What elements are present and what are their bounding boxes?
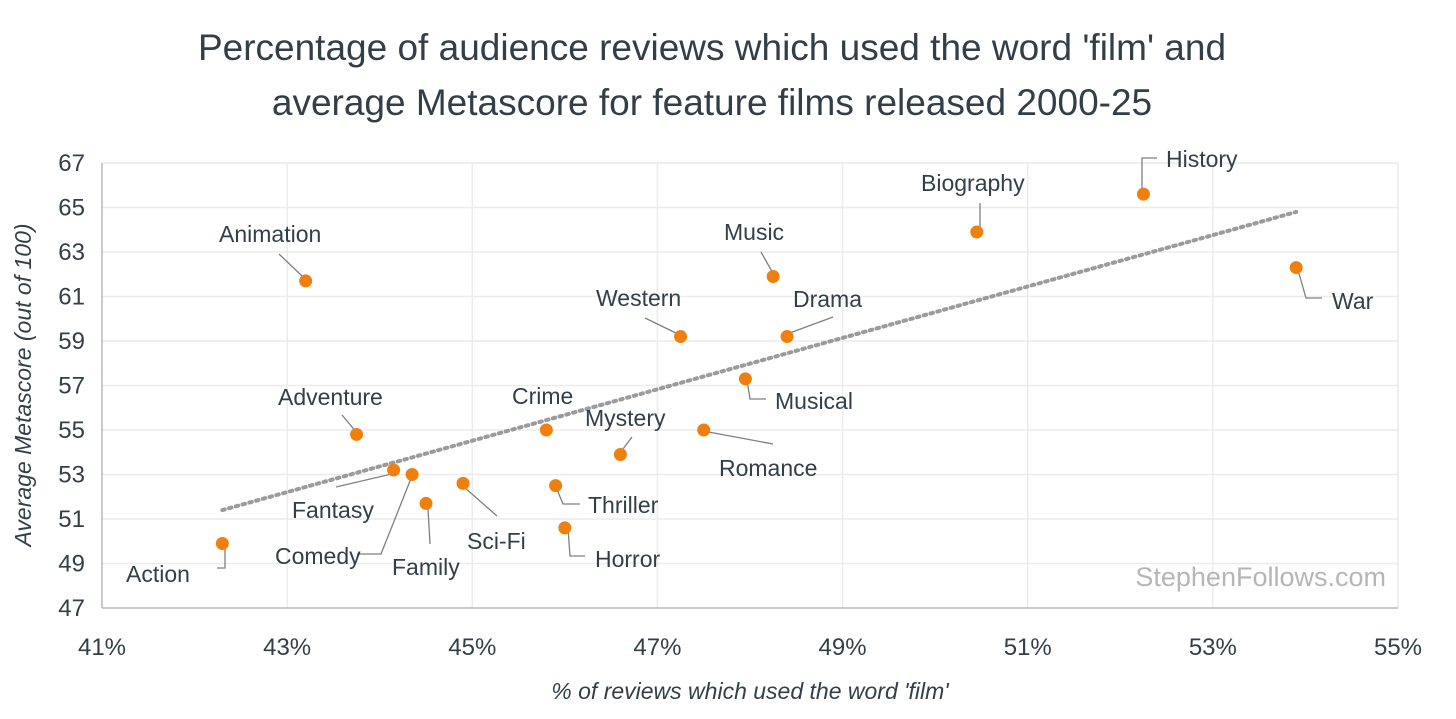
leader-line-sci-fi	[463, 486, 498, 517]
point-crime	[539, 423, 553, 437]
y-tick-label: 63	[58, 239, 85, 266]
point-adventure	[350, 427, 364, 441]
leader-line-musical	[746, 379, 766, 400]
point-western	[674, 330, 688, 344]
point-label-biography: Biography	[921, 170, 1025, 196]
point-label-adventure: Adventure	[278, 384, 383, 410]
point-music	[766, 269, 780, 283]
gridlines	[102, 162, 1399, 608]
y-tick-label: 61	[58, 284, 85, 311]
y-tick-label: 59	[58, 328, 85, 355]
y-axis-title: Average Metascore (out of 100)	[10, 223, 36, 548]
point-label-crime: Crime	[512, 383, 573, 409]
leader-line-action	[217, 544, 226, 569]
axes	[101, 163, 1398, 609]
y-tick-label: 65	[58, 195, 85, 222]
point-musical	[738, 372, 752, 386]
point-family	[419, 496, 433, 510]
point-labels: Action Animation Adventure Fantasy Comedy Fam…	[126, 146, 1374, 587]
point-animation	[299, 274, 313, 288]
point-label-mystery: Mystery	[585, 405, 666, 431]
leader-line-western	[644, 317, 681, 336]
point-label-action: Action	[126, 561, 190, 587]
point-label-history: History	[1166, 146, 1238, 172]
chart-title-line-1: Percentage of audience reviews which use…	[198, 27, 1226, 68]
leader-line-animation	[278, 253, 303, 277]
leader-line-family	[427, 508, 431, 545]
x-tick-label: 47%	[633, 634, 681, 661]
point-label-western: Western	[596, 285, 681, 311]
point-sci-fi	[456, 476, 470, 490]
y-tick-label: 49	[58, 551, 85, 578]
point-biography	[970, 225, 984, 239]
leader-line-horror	[567, 527, 585, 557]
x-axis-title: % of reviews which used the word 'film'	[551, 678, 950, 704]
point-label-sci-fi: Sci-Fi	[467, 528, 526, 554]
leader-line-comedy	[357, 475, 413, 555]
point-label-family: Family	[392, 554, 460, 580]
point-romance	[697, 423, 711, 437]
trendline-group	[220, 209, 1299, 513]
x-tick-label: 55%	[1374, 634, 1422, 661]
leader-line-romance	[702, 430, 774, 445]
point-label-comedy: Comedy	[275, 543, 361, 569]
y-tick-label: 51	[58, 506, 85, 533]
point-thriller	[549, 479, 563, 493]
point-label-fantasy: Fantasy	[292, 497, 374, 523]
point-mystery	[613, 447, 627, 461]
point-label-drama: Drama	[793, 286, 862, 312]
trendline	[220, 209, 1299, 513]
leader-line-drama	[786, 316, 834, 335]
y-tick-label: 57	[58, 373, 85, 400]
x-tick-label: 53%	[1189, 634, 1237, 661]
point-fantasy	[387, 463, 401, 477]
point-label-animation: Animation	[219, 221, 321, 247]
leader-line-fantasy	[335, 472, 397, 488]
point-action	[215, 536, 229, 550]
x-tick-label: 51%	[1004, 634, 1052, 661]
y-tick-label: 47	[58, 595, 85, 622]
point-war	[1289, 261, 1303, 275]
y-tick-label: 55	[58, 417, 85, 444]
point-label-musical: Musical	[775, 388, 853, 414]
x-tick-label: 41%	[78, 634, 126, 661]
point-label-thriller: Thriller	[588, 492, 659, 518]
point-label-romance: Romance	[719, 455, 817, 481]
tick-labels: 47 49 51 53 55 57 59 61 63 65 67 41% 43% 45% 47% 49% 51%…	[58, 150, 1422, 661]
point-comedy	[405, 468, 419, 481]
x-tick-label: 43%	[263, 634, 311, 661]
point-label-war: War	[1332, 288, 1374, 314]
watermark: StephenFollows.com	[1135, 562, 1386, 592]
chart-title-line-2: average Metascore for feature films rele…	[272, 82, 1152, 123]
leader-line-war	[1297, 269, 1322, 299]
point-label-music: Music	[724, 219, 784, 245]
data-points	[215, 187, 1303, 550]
y-tick-label: 53	[58, 462, 85, 489]
point-history	[1136, 187, 1150, 201]
x-tick-label: 49%	[819, 634, 867, 661]
leader-line-thriller	[555, 486, 580, 505]
point-label-horror: Horror	[595, 546, 661, 572]
y-tick-label: 67	[58, 150, 85, 177]
leader-line-history	[1141, 157, 1157, 193]
point-drama	[780, 330, 794, 344]
point-horror	[558, 521, 572, 535]
x-tick-label: 45%	[448, 634, 496, 661]
